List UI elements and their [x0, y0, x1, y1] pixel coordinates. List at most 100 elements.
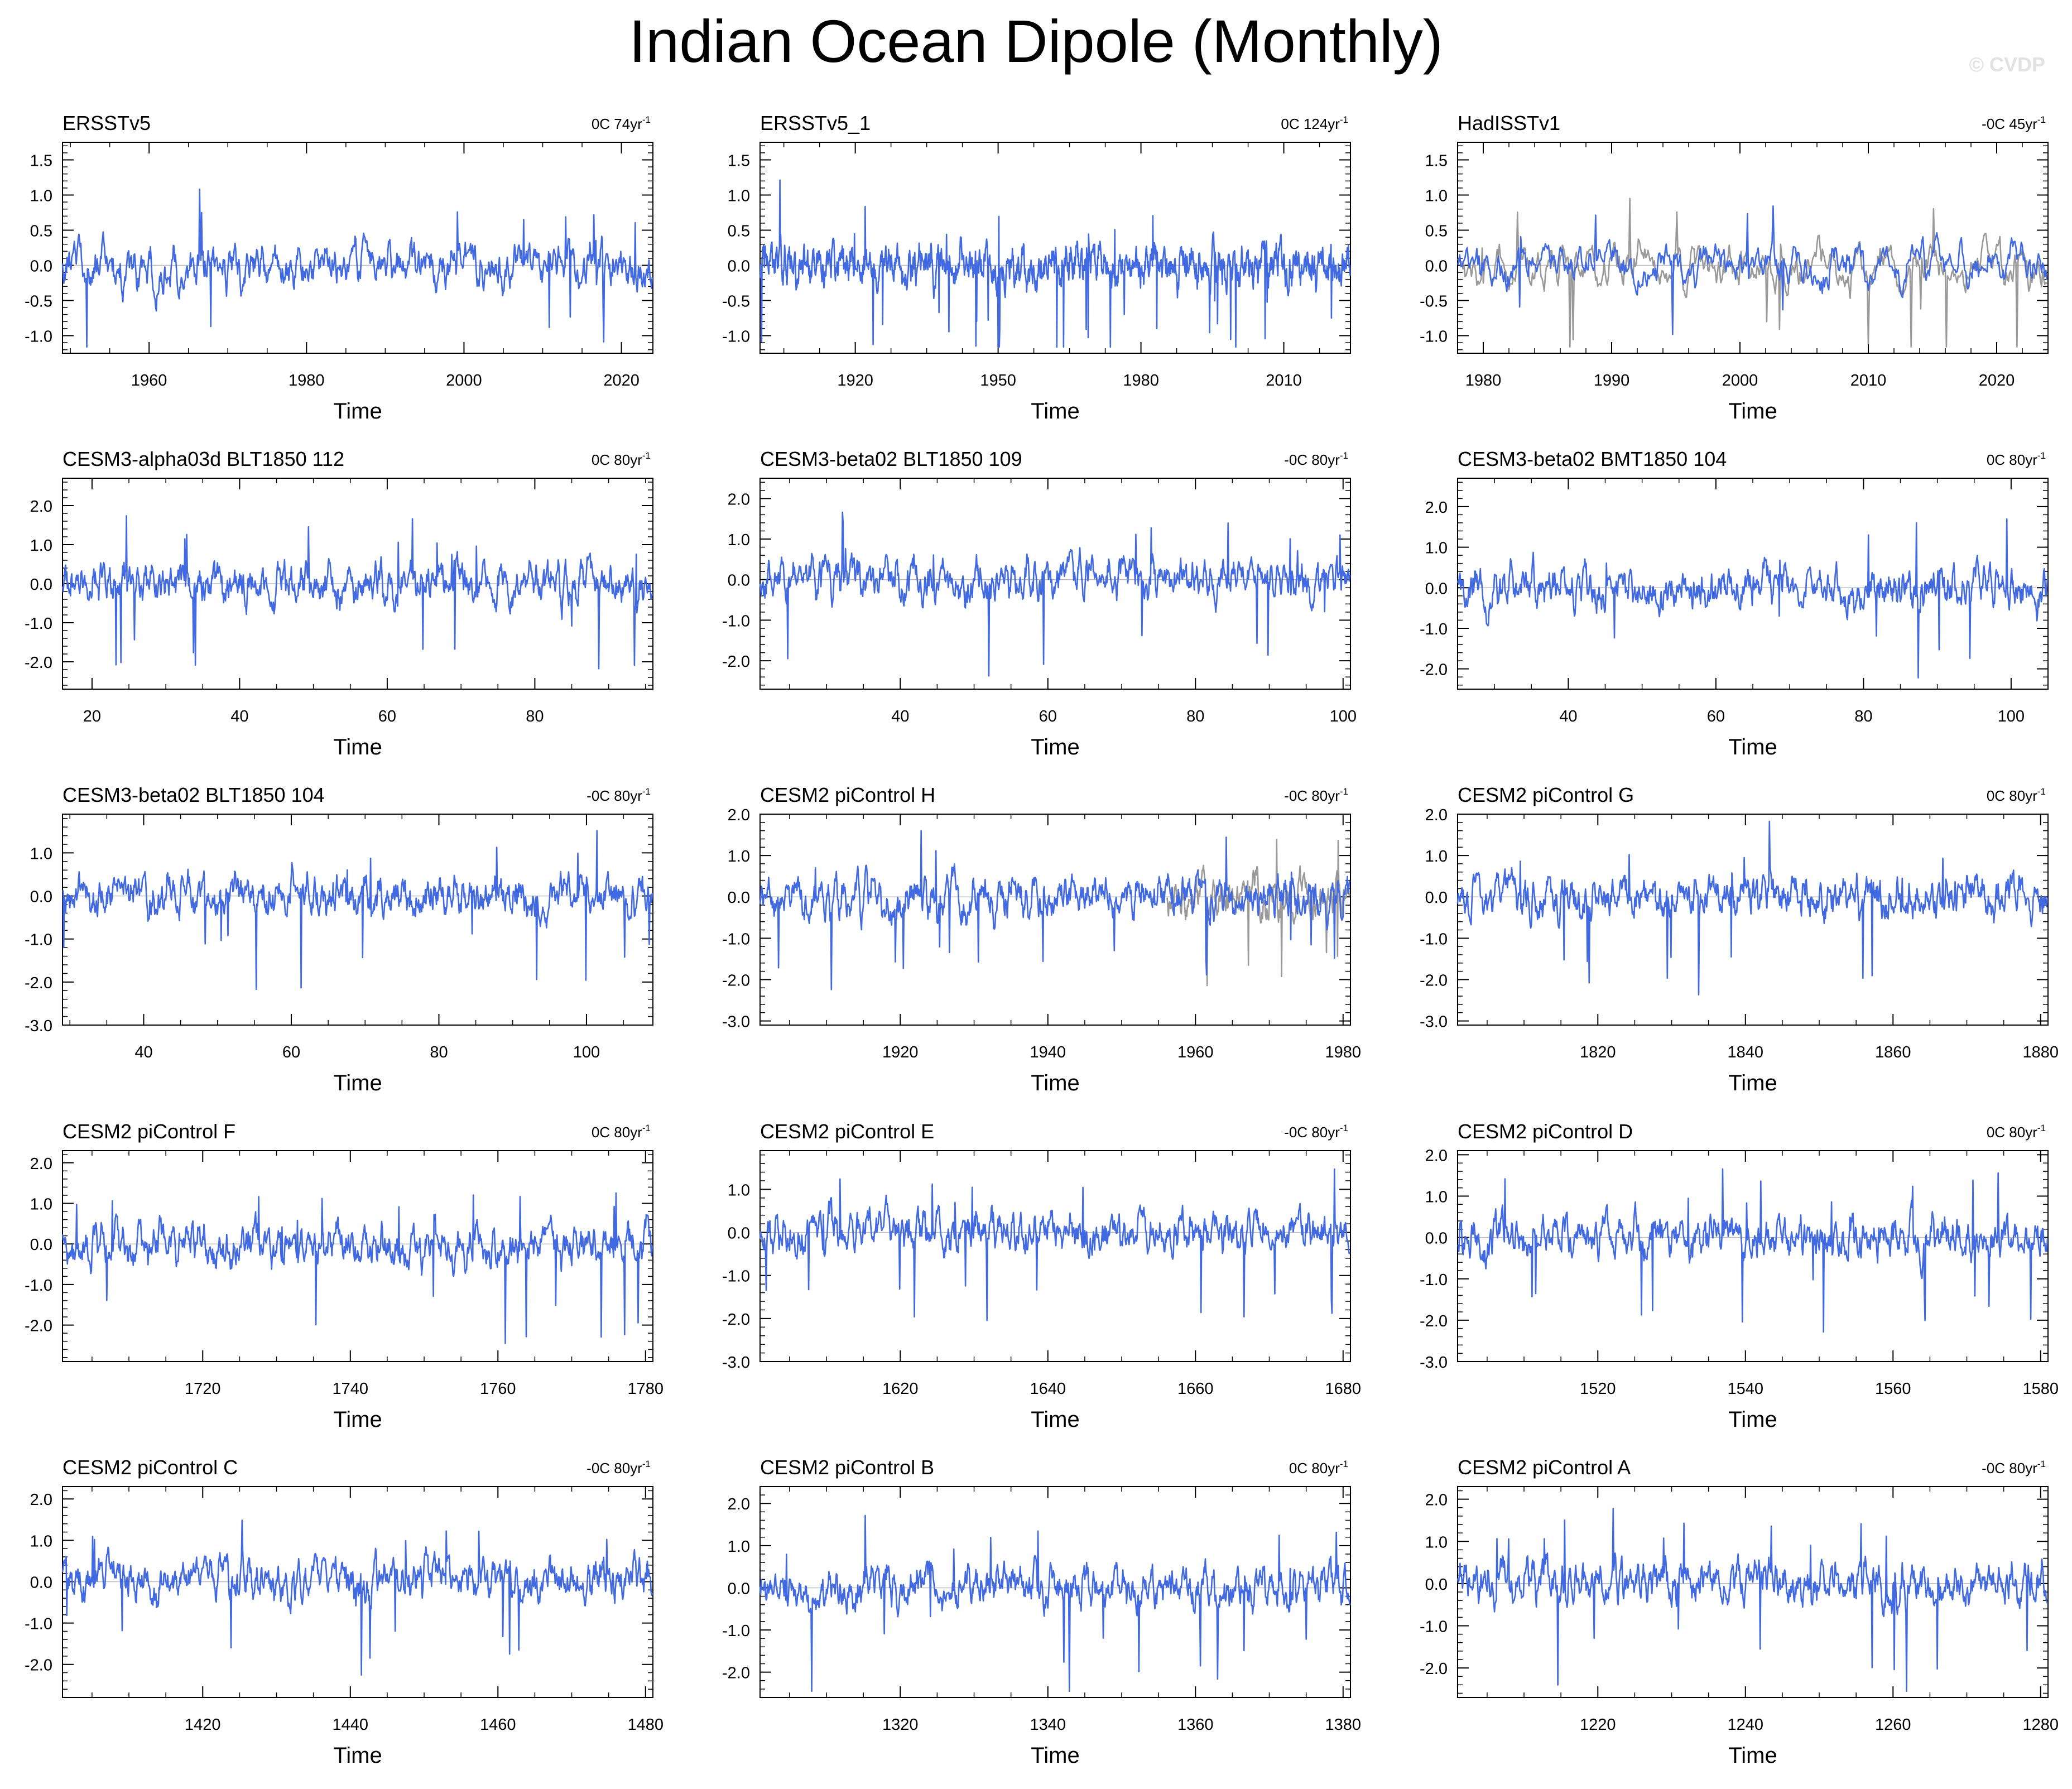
x-tick-label: 1950: [980, 372, 1016, 389]
y-tick-label: 2.0: [1425, 499, 1448, 517]
x-tick-label: 1320: [882, 1716, 919, 1734]
x-axis-label: Time: [333, 1071, 382, 1095]
y-tick-label: 0.0: [728, 889, 750, 907]
panel-annotation-sup: -1: [2037, 114, 2046, 125]
panel-8: CESM2 piControl H -0C 80yr-1 -3.0 -2.0 -1.0 0…: [722, 783, 1361, 1095]
y-tick-label: -2.0: [722, 1311, 750, 1329]
y-tick-label: 1.0: [728, 531, 750, 549]
x-tick-label: 1440: [333, 1716, 369, 1734]
y-tick-label: -1.0: [1420, 328, 1448, 346]
x-tick-label: 2020: [603, 372, 640, 389]
x-tick-label: 1480: [628, 1716, 664, 1734]
x-tick-label: 1560: [1875, 1380, 1911, 1398]
y-tick-label: 1.0: [728, 1538, 750, 1556]
y-tick-label: -2.0: [1420, 661, 1448, 679]
panel-1: ERSSTv5 0C 74yr-1 -1.0 -0.5 0.0 0.5 1.0 1.5 1960…: [25, 112, 653, 424]
y-tick-label: -1.0: [25, 931, 52, 949]
panel-title: CESM3-beta02 BLT1850 104: [63, 783, 325, 806]
y-tick-label: -1.0: [1420, 621, 1448, 638]
series-line: [759, 1514, 1351, 1692]
x-tick-label: 100: [1998, 708, 2025, 725]
x-tick-label: 1220: [1580, 1716, 1616, 1734]
y-tick-label: 0.5: [30, 223, 52, 241]
panel-annotation: 0C 80yr: [592, 1124, 642, 1141]
y-tick-label: 1.0: [728, 848, 750, 865]
x-tick-label: 1340: [1030, 1716, 1066, 1734]
y-tick-label: -2.0: [1420, 1660, 1448, 1678]
panel-title: CESM3-alpha03d BLT1850 112: [63, 448, 344, 470]
plot-frame: [759, 478, 1351, 690]
svg-text:-0C 80yr-1: -0C 80yr-1: [1284, 450, 1348, 468]
series-line: [759, 511, 1351, 677]
x-tick-label: 2020: [1979, 372, 2015, 389]
y-tick-label: 2.0: [728, 806, 750, 824]
x-tick-label: 1980: [289, 372, 325, 389]
panel-annotation: -0C 45yr: [1982, 116, 2037, 132]
x-tick-label: 1540: [1728, 1380, 1764, 1398]
panel-annotation: -0C 80yr: [1284, 1124, 1340, 1141]
y-tick-label: -3.0: [722, 1013, 750, 1031]
y-tick-label: -1.0: [1420, 930, 1448, 948]
panel-title: CESM2 piControl C: [63, 1456, 238, 1479]
y-tick-label: 1.5: [1425, 152, 1448, 170]
panel-title: CESM2 piControl G: [1458, 783, 1634, 806]
x-tick-label: 80: [430, 1043, 448, 1061]
x-tick-label: 2000: [1722, 372, 1758, 389]
x-tick-label: 40: [891, 708, 909, 725]
y-tick-label: -1.0: [25, 615, 52, 633]
y-tick-label: -3.0: [1420, 1013, 1448, 1031]
svg-text:-0C 80yr-1: -0C 80yr-1: [1284, 1123, 1348, 1141]
y-tick-label: 0.0: [30, 1574, 52, 1591]
svg-text:0C 80yr-1: 0C 80yr-1: [1987, 786, 2046, 804]
y-tick-label: -2.0: [722, 972, 750, 989]
svg-text:0C 80yr-1: 0C 80yr-1: [1289, 1459, 1348, 1477]
y-tick-label: 0.0: [728, 258, 750, 276]
svg-text:-0C 80yr-1: -0C 80yr-1: [1982, 1459, 2046, 1477]
panel-6: CESM3-beta02 BMT1850 104 0C 80yr-1 -2.0 -1.…: [1420, 448, 2049, 759]
y-tick-label: 0.0: [30, 1236, 52, 1254]
x-tick-label: 1920: [882, 1043, 919, 1061]
panel-annotation: 0C 80yr: [1987, 1124, 2037, 1141]
overlay-series-line: [1166, 839, 1351, 987]
x-tick-label: 1920: [837, 372, 873, 389]
panel-title: HadISSTv1: [1458, 112, 1560, 134]
x-tick-label: 1520: [1580, 1380, 1616, 1398]
y-tick-label: -3.0: [1420, 1354, 1448, 1372]
series-line: [1456, 518, 2049, 679]
y-tick-label: 1.0: [30, 1196, 52, 1214]
y-tick-label: -0.5: [722, 293, 750, 311]
panel-annotation-sup: -1: [2037, 1123, 2046, 1133]
y-tick-label: 1.5: [728, 152, 750, 170]
x-tick-label: 1720: [185, 1380, 221, 1398]
x-tick-label: 1840: [1728, 1043, 1764, 1061]
panel-11: CESM2 piControl E -0C 80yr-1 -3.0 -2.0 -1.0 0…: [722, 1120, 1361, 1432]
x-tick-label: 40: [134, 1043, 152, 1061]
panel-annotation: -0C 80yr: [586, 1460, 642, 1477]
x-tick-label: 1980: [1123, 372, 1159, 389]
x-axis-label: Time: [1728, 735, 1777, 759]
y-tick-label: 0.0: [1425, 258, 1448, 276]
x-tick-label: 60: [378, 708, 396, 725]
y-tick-label: 0.0: [30, 576, 52, 594]
panel-4: CESM3-alpha03d BLT1850 112 0C 80yr-1 -2.0 -…: [25, 448, 653, 759]
plot-frame: [62, 1486, 653, 1698]
x-tick-label: 1820: [1580, 1043, 1616, 1061]
x-tick-label: 2010: [1850, 372, 1887, 389]
x-tick-label: 60: [1707, 708, 1725, 725]
x-tick-label: 1880: [2023, 1043, 2059, 1061]
x-tick-label: 1980: [1325, 1043, 1362, 1061]
x-tick-label: 100: [573, 1043, 600, 1061]
svg-text:-0C 80yr-1: -0C 80yr-1: [1284, 786, 1348, 804]
panel-title: CESM3-beta02 BLT1850 109: [760, 448, 1022, 470]
panel-annotation-sup: -1: [1340, 450, 1348, 461]
panel-annotation-sup: -1: [2037, 450, 2046, 461]
series-line: [61, 1192, 653, 1344]
x-tick-label: 1940: [1030, 1043, 1066, 1061]
y-tick-label: 1.0: [1425, 187, 1448, 205]
y-tick-label: 1.0: [30, 845, 52, 863]
x-axis-label: Time: [1031, 1407, 1079, 1432]
x-tick-label: 20: [83, 708, 101, 725]
y-tick-label: 1.0: [728, 187, 750, 205]
y-tick-label: 2.0: [1425, 1147, 1448, 1165]
